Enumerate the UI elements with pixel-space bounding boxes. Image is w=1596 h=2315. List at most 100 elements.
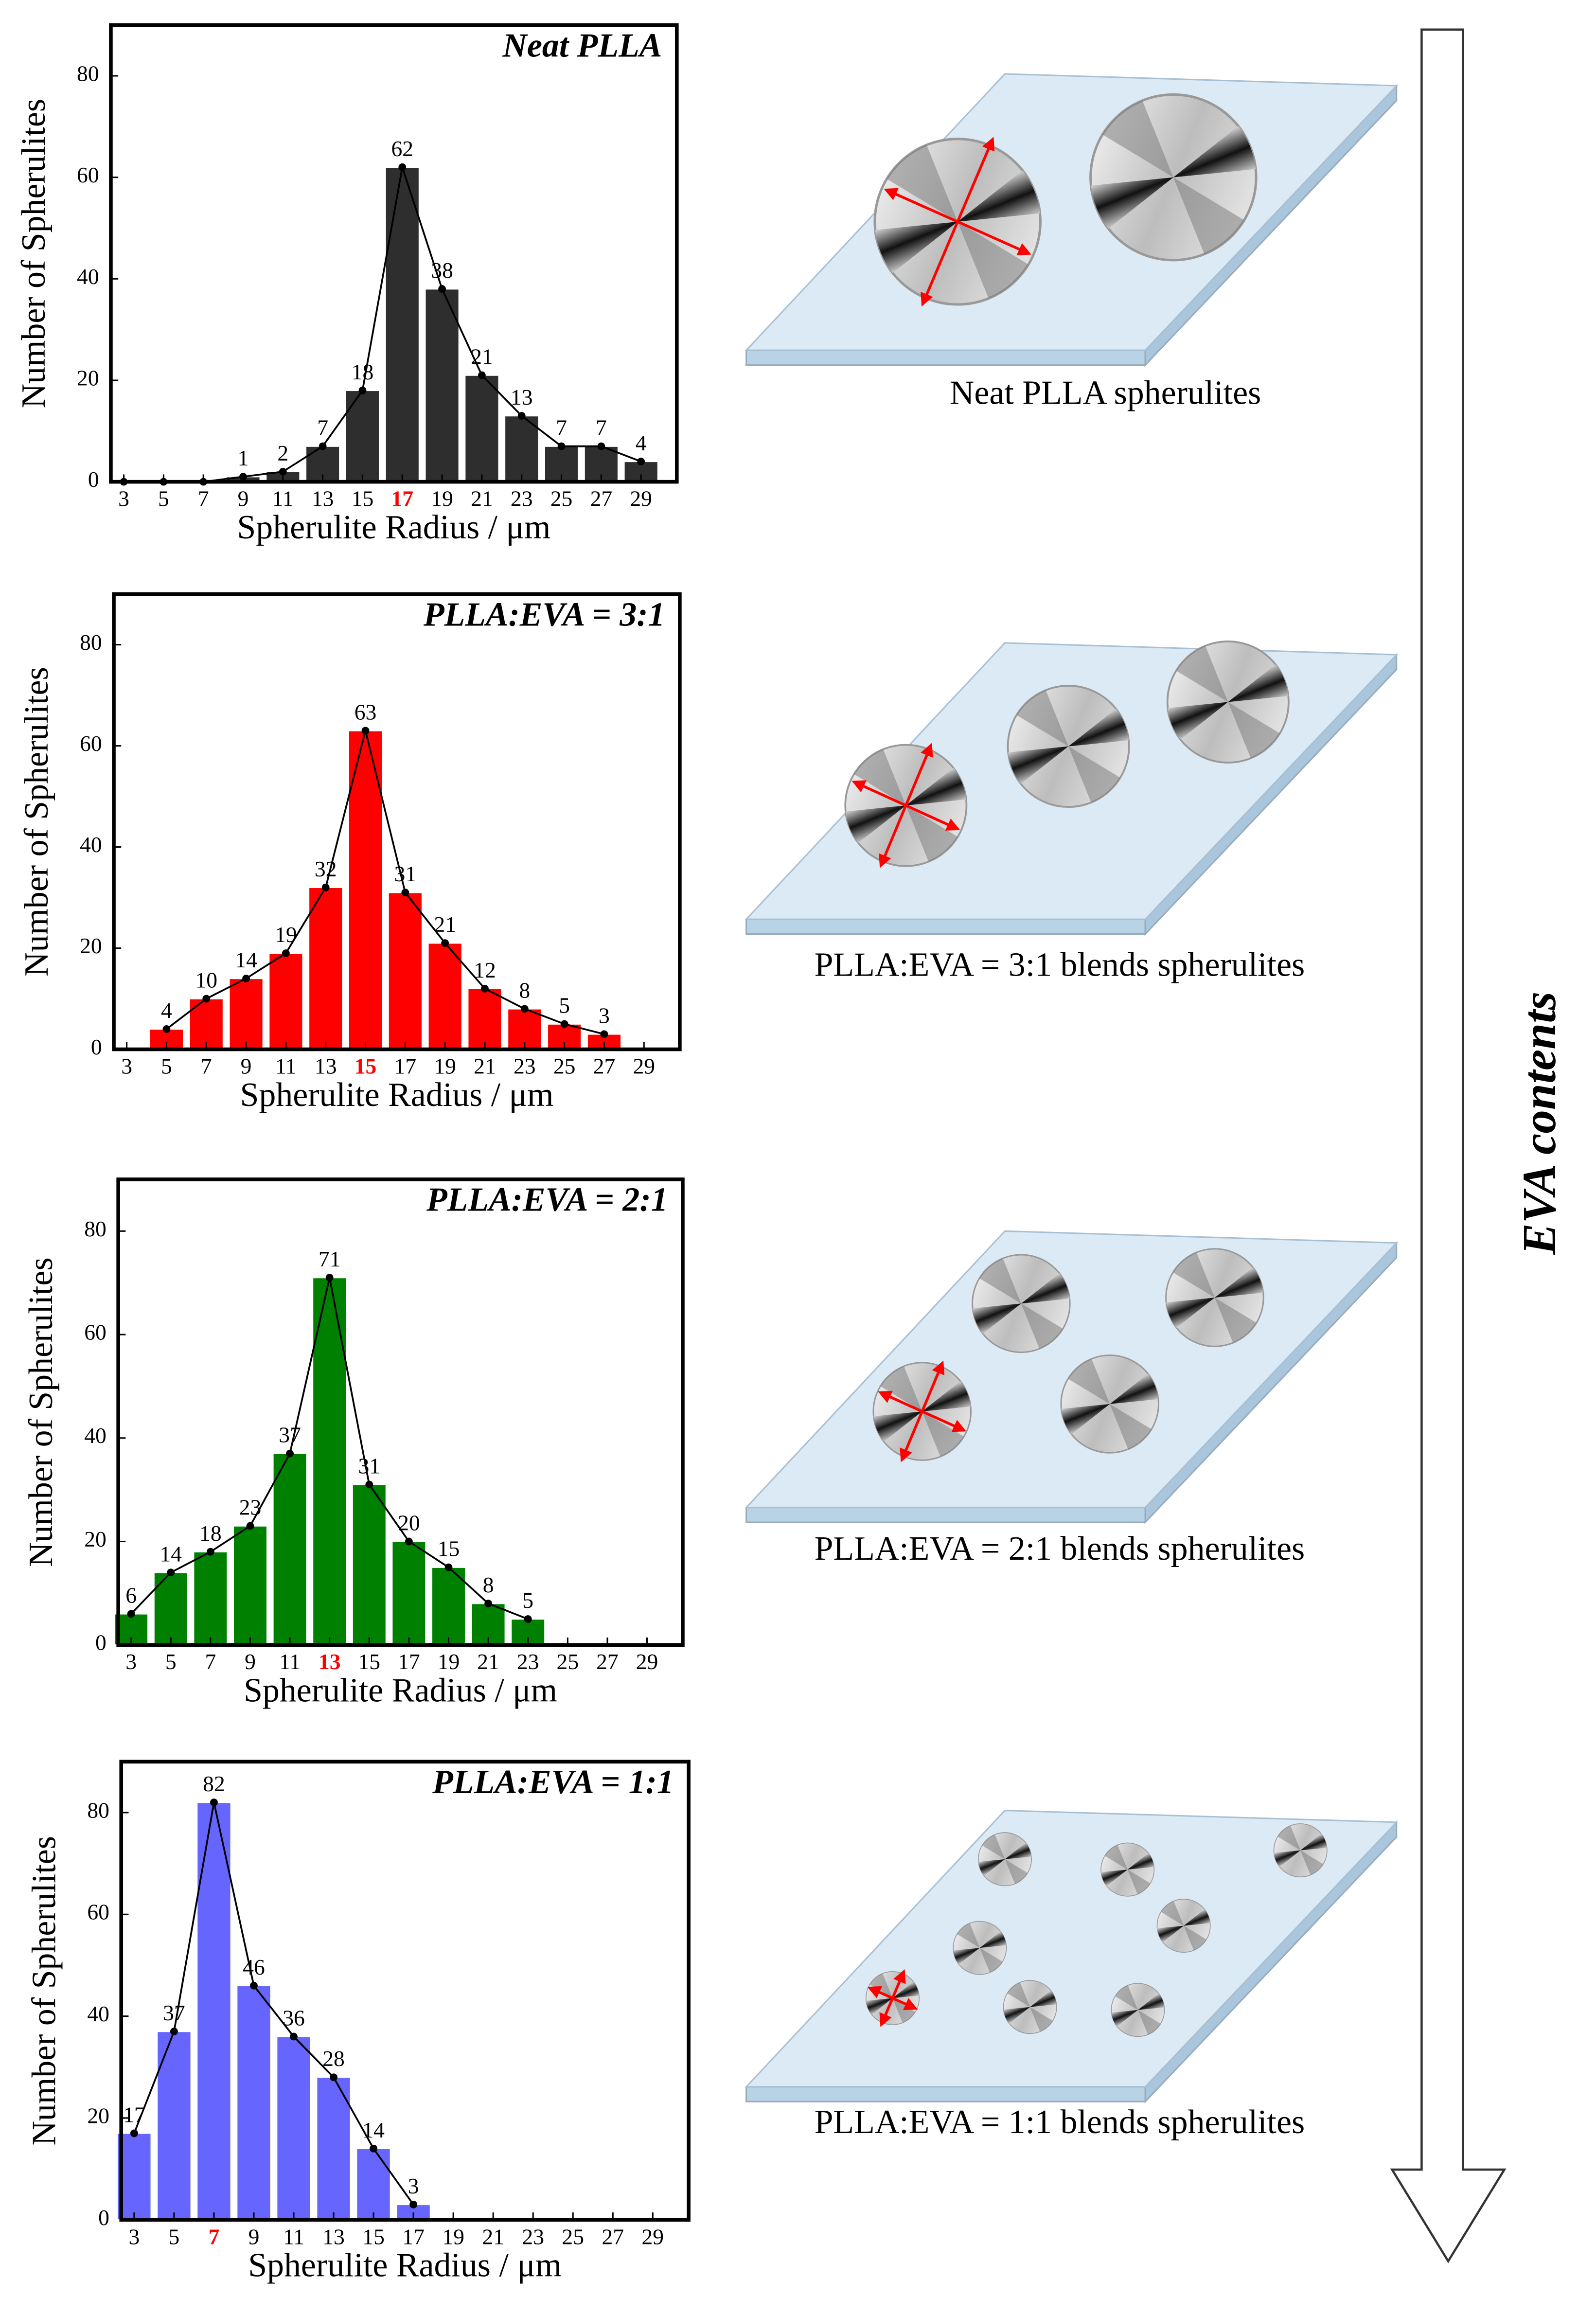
x-axis-label: Spherulite Radius / μm — [248, 2247, 562, 2284]
plot-frame — [109, 23, 679, 484]
point — [401, 889, 409, 897]
plot-title: PLLA:EVA = 2:1 — [426, 1181, 668, 1219]
plate-top — [745, 73, 1399, 351]
x-tick-label: 9 — [248, 2224, 260, 2249]
value-label: 37 — [163, 2000, 185, 2025]
point — [170, 2028, 178, 2035]
value-label: 8 — [519, 978, 530, 1002]
value-label: 10 — [195, 968, 217, 993]
bar — [431, 1567, 466, 1646]
x-tick-label: 3 — [128, 2224, 140, 2249]
plot-title: PLLA:EVA = 3:1 — [423, 596, 665, 633]
point — [321, 883, 330, 891]
point — [286, 1449, 294, 1458]
y-tick-label: 60 — [84, 1320, 106, 1345]
point — [325, 1274, 334, 1282]
spherulite — [859, 1348, 986, 1475]
x-axis-label: Spherulite Radius / μm — [237, 509, 550, 546]
value-label: 21 — [471, 344, 493, 369]
value-label: 4 — [161, 998, 172, 1023]
point — [398, 163, 407, 171]
point — [365, 1480, 373, 1489]
value-label: 1 — [238, 445, 249, 470]
y-tick-label: 80 — [84, 1216, 106, 1241]
x-tick-label: 11 — [272, 486, 294, 511]
point — [438, 285, 446, 293]
x-tick-label: 27 — [593, 1054, 616, 1079]
y-tick-label: 20 — [84, 1527, 106, 1551]
y-tick-label: 60 — [77, 162, 99, 187]
x-tick-label: 9 — [238, 486, 249, 511]
plate-front — [745, 2086, 1146, 2102]
value-label: 82 — [203, 1771, 225, 1796]
x-tick-label: 21 — [482, 2224, 504, 2249]
spherulite — [850, 114, 1065, 329]
y-tick-label: 20 — [80, 933, 102, 958]
y-tick-label: 40 — [80, 832, 102, 857]
y-tick-label: 80 — [87, 1798, 109, 1822]
value-label: 19 — [275, 922, 297, 947]
x-tick-label: 9 — [245, 1649, 256, 1674]
value-label: 3 — [408, 2173, 419, 2198]
value-label: 32 — [315, 856, 337, 881]
value-label: 3 — [599, 1003, 610, 1028]
value-label: 15 — [438, 1536, 460, 1561]
value-label: 14 — [160, 1541, 182, 1566]
x-tick-label: 3 — [121, 1054, 132, 1079]
y-tick-label: 0 — [91, 1034, 102, 1059]
point — [481, 984, 489, 993]
point — [520, 1005, 529, 1013]
point — [409, 2200, 418, 2208]
bar — [236, 1985, 272, 2221]
y-tick-label: 40 — [87, 2001, 109, 2026]
y-tick-label: 0 — [95, 1630, 106, 1655]
x-axis-label: Spherulite Radius / μm — [244, 1672, 557, 1710]
x-tick-label: 19 — [431, 486, 453, 511]
bar — [232, 1525, 268, 1646]
value-label: 63 — [355, 699, 377, 724]
x-tick-label: 13 — [322, 2224, 345, 2249]
bar — [196, 1801, 232, 2221]
x-tick-label: 21 — [474, 1054, 496, 1079]
x-tick-label: 5 — [161, 1054, 172, 1079]
plot-frame — [119, 1760, 691, 2222]
value-label: 12 — [474, 958, 496, 982]
plot-title: Neat PLLA — [502, 27, 662, 64]
x-tick-label: 25 — [562, 2224, 584, 2249]
y-tick-label: 60 — [80, 731, 102, 756]
spherulite — [858, 1963, 927, 2032]
plate-front — [745, 918, 1146, 935]
bar — [352, 1484, 387, 1646]
bar — [276, 2036, 312, 2221]
value-label: 23 — [239, 1495, 262, 1520]
x-tick-label: 27 — [590, 486, 613, 511]
plate-front — [745, 1507, 1146, 1523]
eva-arrow — [1390, 28, 1507, 2263]
point — [637, 458, 645, 465]
x-tick-label: 3 — [118, 486, 129, 511]
bar — [272, 1453, 307, 1646]
y-tick-label: 80 — [77, 61, 99, 86]
plot-title: PLLA:EVA = 1:1 — [432, 1763, 674, 1801]
caption: PLLA:EVA = 2:1 blends spherulites — [815, 1530, 1305, 1567]
point — [557, 442, 566, 450]
value-label: 7 — [556, 415, 567, 440]
x-tick-label: 25 — [550, 486, 573, 511]
point — [597, 442, 605, 450]
value-label: 20 — [398, 1511, 420, 1535]
plate-front — [745, 349, 1146, 366]
point — [560, 1020, 568, 1028]
red-arrow — [878, 1390, 967, 1432]
x-tick-label: 13 — [312, 486, 334, 511]
spherulite — [827, 727, 985, 884]
x-tick-label: 19 — [434, 1054, 456, 1079]
x-tick-label: 29 — [642, 2224, 664, 2249]
point — [206, 1548, 214, 1556]
point — [290, 2032, 298, 2041]
point — [405, 1537, 413, 1546]
point — [202, 995, 211, 1003]
x-tick-label: 7 — [198, 486, 209, 511]
x-tick-label: 27 — [602, 2224, 624, 2249]
value-label: 18 — [199, 1521, 222, 1546]
x-tick-label: 27 — [596, 1649, 619, 1674]
